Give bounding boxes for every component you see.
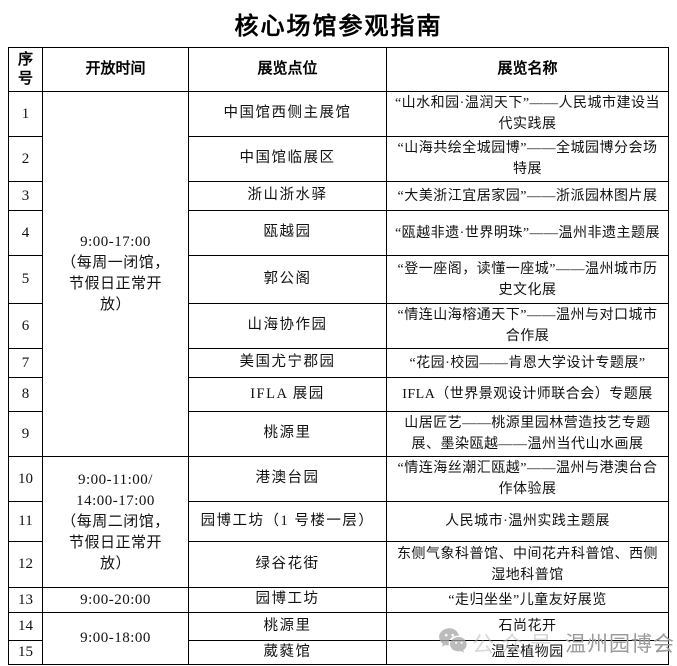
row-number-cell: 8 [8,377,43,412]
row-number-cell: 3 [8,181,43,211]
table-row: 2 中国馆临展区 “山海共绘全城园博”——全城园博分会场特展 [8,136,669,182]
table-row: 9 桃源里 山居匠艺——桃源里园林营造技艺专题展、墨染瓯越——温州当代山水画展 [8,411,669,457]
exhibition-cell: “走归坐坐”儿童友好展览 [386,587,669,613]
opening-time-cell: 9:00-20:00 [42,587,189,613]
venue-cell: 郭公阁 [188,255,387,304]
venue-cell: 浙山浙水驿 [188,181,387,211]
row-number-cell: 13 [8,587,43,613]
opening-time-cell: 9:00-17:00 （每周一闭馆， 节假日正常开 放） [42,91,189,457]
row-number-cell: 10 [8,456,43,502]
table-header-row: 序号 开放时间 展览点位 展览名称 [8,47,669,92]
exhibition-cell: 石尚花开 [386,612,669,641]
header-point: 展览点位 [188,47,387,92]
row-number-cell: 12 [8,541,43,588]
exhibition-cell: “情连山海榕通天下”——温州与对口城市合作展 [386,303,669,349]
table-row: 10 9:00-11:00/ 14:00-17:00 （每周二闭馆， 节假日正常… [8,456,669,588]
table-row: 1 9:00-17:00 （每周一闭馆， 节假日正常开 放） 中国馆西侧主展馆 … [8,91,669,457]
row-number-cell: 11 [8,501,43,542]
exhibition-cell: “瓯越非遗·世界明珠”——温州非遗主题展 [386,210,669,256]
venue-cell: 瓯越园 [188,210,387,256]
table-row: 8 IFLA 展园 IFLA（世界景观设计师联合会）专题展 [8,377,669,412]
exhibition-cell: “大美浙江宜居家园”——浙派园林图片展 [386,181,669,211]
venue-cell: 园博工坊（1 号楼一层） [188,501,387,542]
row-number-cell: 5 [8,255,43,304]
table-row: 14 9:00-18:00 桃源里 石尚花开 [8,611,669,666]
exhibition-cell: “花园·校园——肯恩大学设计专题展” [386,348,669,378]
row-number-cell: 7 [8,348,43,378]
venue-cell: IFLA 展园 [188,377,387,412]
venue-cell: 山海协作园 [188,303,387,349]
venue-cell: 中国馆临展区 [188,136,387,182]
header-time: 开放时间 [42,47,189,92]
table-row: 13 9:00-20:00 园博工坊 “走归坐坐”儿童友好展览 [8,587,669,613]
row-number-cell: 14 [8,612,43,641]
exhibition-cell: “山海共绘全城园博”——全城园博分会场特展 [386,136,669,182]
exhibition-cell: “山水和园·温润天下”——人民城市建设当代实践展 [386,91,669,137]
row-number-cell: 1 [8,91,43,137]
exhibition-cell: 温室植物园 [386,639,669,666]
page-title: 核心场馆参观指南 [234,14,443,40]
opening-time-cell: 9:00-18:00 [42,611,189,666]
venue-cell: 桃源里 [188,612,387,641]
table-row: 4 瓯越园 “瓯越非遗·世界明珠”——温州非遗主题展 [8,210,669,256]
venue-cell: 桃源里 [188,411,387,457]
exhibition-cell: “情连海丝潮汇瓯越”——温州与港澳台合作体验展 [386,456,669,502]
table-row: 3 浙山浙水驿 “大美浙江宜居家园”——浙派园林图片展 [8,181,669,211]
exhibition-cell: “登一座阁，读懂一座城”——温州城市历史文化展 [386,255,669,304]
header-name: 展览名称 [386,47,669,92]
table-row: 15 葳蕤馆 温室植物园 [8,639,669,666]
row-number-cell: 2 [8,136,43,182]
row-number-cell: 6 [8,303,43,349]
venue-cell: 园博工坊 [188,587,387,613]
opening-time-cell: 9:00-11:00/ 14:00-17:00 （每周二闭馆， 节假日正常开 放… [42,456,189,588]
table-row: 5 郭公阁 “登一座阁，读懂一座城”——温州城市历史文化展 [8,255,669,304]
venue-cell: 葳蕤馆 [188,639,387,666]
venue-guide-table: 序号 开放时间 展览点位 展览名称 1 9:00-17:00 （每周一闭馆， 节… [8,47,669,666]
header-num: 序号 [8,47,43,92]
venue-cell: 港澳台园 [188,456,387,502]
row-number-cell: 4 [8,210,43,256]
exhibition-cell: 东侧气象科普馆、中间花卉科普馆、西侧湿地科普馆 [386,541,669,588]
venue-cell: 美国尤宁郡园 [188,348,387,378]
table-row: 7 美国尤宁郡园 “花园·校园——肯恩大学设计专题展” [8,348,669,378]
exhibition-cell: 山居匠艺——桃源里园林营造技艺专题展、墨染瓯越——温州当代山水画展 [386,411,669,457]
table-row: 6 山海协作园 “情连山海榕通天下”——温州与对口城市合作展 [8,303,669,349]
exhibition-cell: IFLA（世界景观设计师联合会）专题展 [386,377,669,412]
exhibition-cell: 人民城市·温州实践主题展 [386,501,669,542]
row-number-cell: 15 [8,639,43,666]
venue-cell: 中国馆西侧主展馆 [188,91,387,137]
row-number-cell: 9 [8,411,43,457]
venue-cell: 绿谷花街 [188,541,387,588]
